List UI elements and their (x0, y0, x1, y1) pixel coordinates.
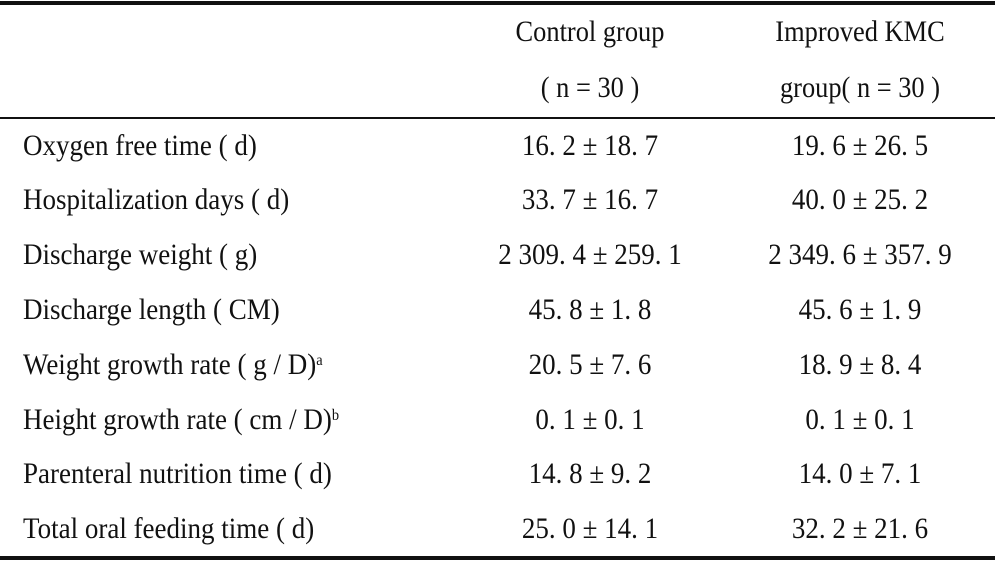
header-control-line2: ( n = 30 ) (540, 71, 640, 104)
control-value: 16. 2 ± 18. 7 (521, 129, 659, 162)
table-top-rule (0, 1, 995, 5)
improved-value: 45. 6 ± 1. 9 (798, 293, 922, 326)
control-value: 2 309. 4 ± 259. 1 (498, 238, 682, 271)
improved-value: 14. 0 ± 7. 1 (798, 457, 922, 490)
row-label: Discharge length ( CM) (23, 293, 280, 326)
control-value: 14. 8 ± 9. 2 (528, 457, 652, 490)
table-row: Total oral feeding time ( d) 25. 0 ± 14.… (0, 502, 995, 556)
control-value: 33. 7 ± 16. 7 (521, 183, 659, 216)
row-label: Hospitalization days ( d) (23, 183, 290, 216)
improved-value: 2 349. 6 ± 357. 9 (768, 238, 952, 271)
header-improved-line2: group( n = 30 ) (779, 71, 941, 104)
improved-value: 32. 2 ± 21. 6 (791, 512, 929, 545)
control-value: 45. 8 ± 1. 8 (528, 293, 652, 326)
table-row: Parenteral nutrition time ( d) 14. 8 ± 9… (0, 447, 995, 501)
control-value: 20. 5 ± 7. 6 (528, 348, 652, 381)
improved-value: 19. 6 ± 26. 5 (791, 129, 929, 162)
header-improved-line1: Improved KMC (775, 15, 945, 48)
improved-value: 18. 9 ± 8. 4 (798, 348, 922, 381)
table-bottom-rule (0, 556, 995, 560)
row-label: Weight growth rate ( g / D)a (23, 348, 323, 381)
control-value: 25. 0 ± 14. 1 (521, 512, 659, 545)
table-row: Height growth rate ( cm / D)b 0. 1 ± 0. … (0, 393, 995, 447)
control-value: 0. 1 ± 0. 1 (535, 403, 645, 436)
row-label: Parenteral nutrition time ( d) (23, 457, 332, 490)
table-row: Weight growth rate ( g / D)a 20. 5 ± 7. … (0, 338, 995, 392)
table-header-rule (0, 117, 995, 119)
header-control-line1: Control group (515, 15, 665, 48)
row-label: Height growth rate ( cm / D)b (23, 403, 340, 436)
improved-value: 0. 1 ± 0. 1 (805, 403, 915, 436)
row-label: Total oral feeding time ( d) (23, 512, 315, 545)
table-row: Discharge length ( CM) 45. 8 ± 1. 8 45. … (0, 283, 995, 337)
table-row: Hospitalization days ( d) 33. 7 ± 16. 7 … (0, 173, 995, 227)
table-row: Discharge weight ( g) 2 309. 4 ± 259. 1 … (0, 228, 995, 282)
row-label: Discharge weight ( g) (23, 238, 258, 271)
table-row: Oxygen free time ( d) 16. 2 ± 18. 7 19. … (0, 119, 995, 173)
row-label: Oxygen free time ( d) (23, 129, 257, 162)
improved-value: 40. 0 ± 25. 2 (791, 183, 929, 216)
